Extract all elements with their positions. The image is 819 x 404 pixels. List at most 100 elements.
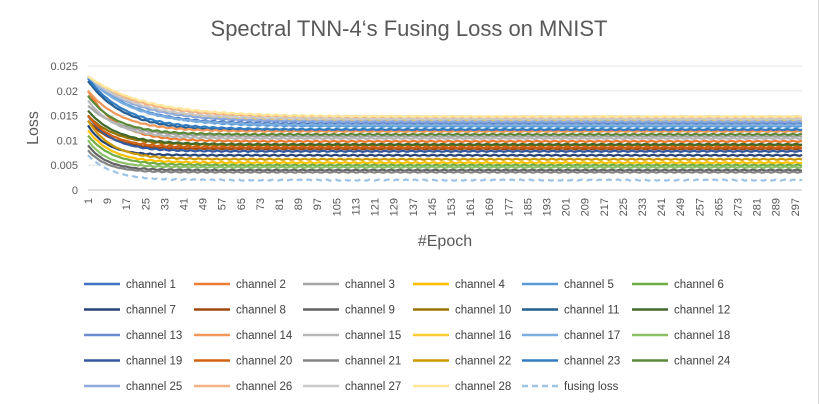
x-axis-label: #Epoch (418, 233, 472, 250)
x-tick-label: 193 (541, 198, 553, 216)
series-line-channel-26 (87, 75, 803, 120)
series-line-channel-23 (87, 77, 803, 132)
legend-label: channel 15 (345, 330, 401, 342)
y-tick-label: 0.02 (57, 86, 78, 98)
legend-label: channel 10 (455, 305, 511, 317)
legend-label: channel 14 (236, 330, 293, 342)
y-tick-label: 0 (72, 185, 78, 197)
legend-label: channel 16 (455, 330, 511, 342)
legend-label: channel 25 (126, 381, 182, 393)
legend-label: channel 9 (345, 305, 395, 317)
legend-label: channel 8 (236, 305, 286, 317)
x-tick-label: 65 (236, 198, 248, 210)
series-line-channel-17 (87, 75, 803, 127)
x-tick-label: 249 (675, 198, 687, 216)
series-line-channel-20 (87, 114, 803, 149)
legend-label: channel 6 (674, 279, 724, 291)
x-tick-label: 105 (331, 198, 343, 216)
x-tick-label: 177 (503, 198, 515, 216)
x-tick-label: 281 (752, 198, 764, 216)
series-line-channel-2 (87, 90, 803, 144)
x-tick-label: 257 (694, 198, 706, 216)
legend-label: channel 19 (126, 356, 182, 368)
legend-label: fusing loss (564, 381, 619, 393)
x-tick-label: 265 (713, 198, 725, 216)
series-line-channel-19 (87, 115, 803, 153)
legend-label: channel 2 (236, 279, 286, 291)
x-tick-label: 113 (350, 198, 362, 216)
y-tick-label: 0.005 (50, 160, 78, 172)
x-tick-label: 289 (771, 198, 783, 216)
series-line-channel-8 (87, 119, 803, 151)
x-tick-label: 153 (446, 198, 458, 216)
legend: channel 1 channel 2 channel 3 channel 4 chan… (84, 279, 731, 393)
x-tick-label: 9 (102, 198, 114, 204)
series-line-channel-18 (87, 139, 803, 169)
series-lines (87, 75, 803, 182)
series-line-channel-9 (87, 144, 803, 172)
legend-label: channel 1 (126, 279, 176, 291)
series-line-channel-24 (87, 95, 803, 137)
x-tick-label: 201 (561, 198, 573, 216)
x-tick-label: 129 (389, 198, 401, 216)
legend-label: channel 7 (126, 305, 176, 317)
x-tick-label: 17 (121, 198, 133, 210)
x-tick-label: 73 (255, 198, 267, 210)
series-line-channel-21 (87, 149, 803, 174)
x-tick-label: 185 (522, 198, 534, 216)
x-tick-label: 161 (465, 198, 477, 216)
x-tick-label: 169 (484, 198, 496, 216)
x-tick-label: 97 (312, 198, 324, 210)
x-tick-label: 137 (408, 198, 420, 216)
x-tick-label: 225 (618, 198, 630, 216)
x-tick-label: 297 (790, 198, 802, 216)
x-tick-label: 49 (198, 198, 210, 210)
series-line-channel-22 (87, 120, 803, 161)
x-tick-label: 25 (140, 198, 152, 210)
x-tick-label: 217 (599, 198, 611, 216)
x-tick-label: 89 (293, 198, 305, 210)
x-tick-label: 1 (83, 198, 95, 204)
legend-label: channel 11 (564, 305, 619, 317)
legend-label: channel 21 (345, 356, 401, 368)
legend-label: channel 23 (564, 356, 620, 368)
legend-label: channel 20 (236, 356, 292, 368)
series-line-channel-12 (87, 109, 803, 147)
x-tick-label: 121 (370, 198, 382, 216)
series-line-channel-14 (87, 90, 803, 134)
chart-title: Spectral TNN-4‘s Fusing Loss on MNIST (211, 16, 608, 41)
x-tick-label: 209 (580, 198, 592, 216)
series-line-channel-6 (87, 134, 803, 167)
series-line-channel-15 (87, 99, 803, 141)
legend-label: channel 12 (674, 305, 730, 317)
y-tick-label: 0.015 (50, 111, 78, 123)
x-axis-ticks: 1 9 17 25 33 41 49 57 65 73 81 89 97 105 113 121 129 137 1… (83, 198, 802, 216)
legend-label: channel 4 (455, 279, 505, 291)
legend-label: channel 28 (455, 381, 511, 393)
legend-label: channel 5 (564, 279, 614, 291)
series-line-channel-7 (87, 124, 803, 157)
series-line-channel-4 (87, 129, 803, 165)
series-line-channel-25 (87, 75, 803, 124)
legend-label: channel 27 (345, 381, 401, 393)
x-tick-label: 145 (427, 198, 439, 216)
x-tick-label: 41 (179, 198, 191, 210)
series-line-channel-27 (87, 75, 803, 121)
series-line-fusing-loss (87, 154, 803, 182)
legend-label: channel 13 (126, 330, 182, 342)
x-tick-label: 241 (656, 198, 668, 216)
y-axis-ticks: 0 0.005 0.01 0.015 0.02 0.025 (50, 61, 78, 197)
x-tick-label: 273 (733, 198, 745, 216)
x-tick-label: 233 (637, 198, 649, 216)
x-tick-label: 81 (274, 198, 286, 210)
y-axis-label: Loss (25, 111, 42, 145)
x-tick-label: 33 (159, 198, 171, 210)
x-tick-label: 57 (217, 198, 229, 210)
y-tick-label: 0.025 (50, 61, 78, 73)
y-tick-label: 0.01 (57, 135, 78, 147)
legend-label: channel 3 (345, 279, 395, 291)
legend-label: channel 24 (674, 356, 731, 368)
legend-label: channel 18 (674, 330, 730, 342)
